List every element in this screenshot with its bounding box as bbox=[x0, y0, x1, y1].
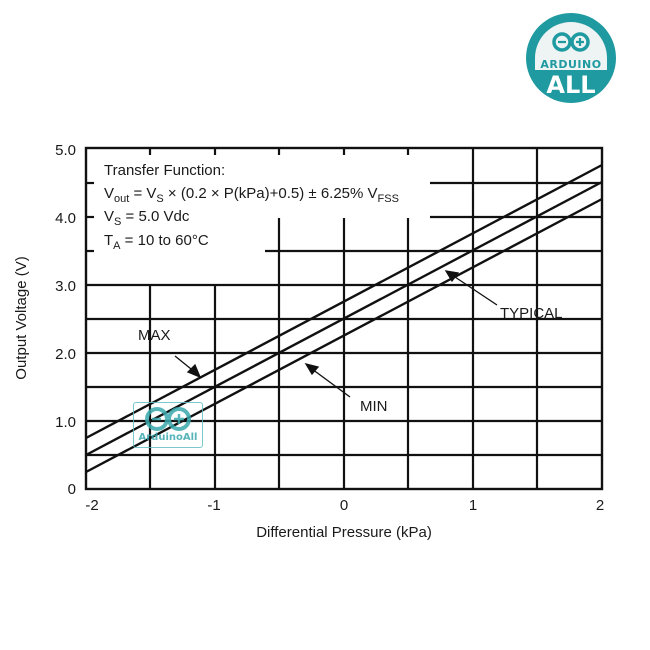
svg-text:3.0: 3.0 bbox=[55, 278, 76, 295]
tf-equation: Vout = VS × (0.2 × P(kPa)+0.5) ± 6.25% V… bbox=[104, 185, 399, 205]
arduinoall-watermark: ArduinoAll bbox=[133, 402, 203, 448]
svg-text:5.0: 5.0 bbox=[55, 142, 76, 159]
label-max: MAX bbox=[138, 327, 171, 344]
x-axis-ticks: -2 -1 0 1 2 bbox=[85, 497, 604, 514]
annotation-arrows bbox=[174, 270, 498, 398]
line-max bbox=[85, 163, 603, 440]
tf-supply: VS = 5.0 Vdc bbox=[104, 208, 190, 228]
logo-text-all: ALL bbox=[546, 71, 596, 99]
arduino-all-logo: ARDUINO ALL bbox=[526, 13, 616, 103]
logo-text-arduino: ARDUINO bbox=[540, 58, 602, 71]
y-axis-ticks: 0 1.0 2.0 3.0 4.0 5.0 bbox=[55, 142, 76, 498]
svg-text:2.0: 2.0 bbox=[55, 346, 76, 363]
svg-text:0: 0 bbox=[68, 481, 76, 498]
label-typical: TYPICAL bbox=[500, 305, 563, 322]
transfer-function-box: Transfer Function: Vout = VS × (0.2 × P(… bbox=[104, 162, 399, 252]
watermark-text: ArduinoAll bbox=[138, 432, 198, 443]
svg-text:4.0: 4.0 bbox=[55, 210, 76, 227]
svg-text:2: 2 bbox=[596, 497, 604, 514]
y-axis-title: Output Voltage (V) bbox=[13, 256, 30, 379]
infinity-icon bbox=[552, 32, 590, 52]
tf-temperature: TA = 10 to 60°C bbox=[104, 232, 209, 252]
svg-text:1.0: 1.0 bbox=[55, 414, 76, 431]
svg-text:0: 0 bbox=[340, 497, 348, 514]
svg-text:1: 1 bbox=[469, 497, 477, 514]
tf-title: Transfer Function: bbox=[104, 162, 225, 179]
x-axis-title: Differential Pressure (kPa) bbox=[256, 524, 432, 541]
svg-text:-1: -1 bbox=[207, 497, 220, 514]
label-min: MIN bbox=[360, 398, 388, 415]
svg-text:-2: -2 bbox=[85, 497, 98, 514]
infinity-icon bbox=[145, 407, 191, 431]
